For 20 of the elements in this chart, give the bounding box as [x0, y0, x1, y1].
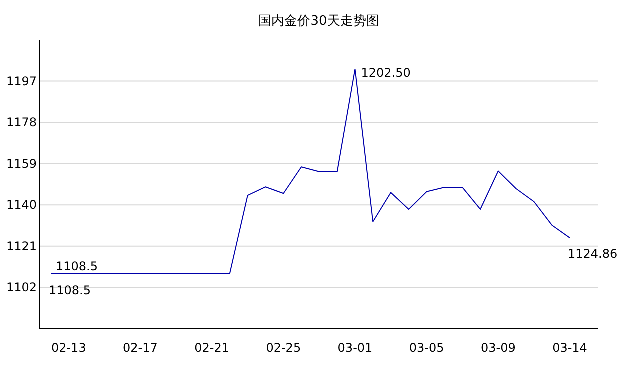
x-tick-label: 02-21	[194, 341, 230, 355]
data-label: 1108.5	[56, 260, 98, 274]
y-tick-label: 1140	[6, 198, 37, 212]
x-tick-label: 02-13	[51, 341, 86, 355]
x-tick-label: 03-05	[409, 341, 444, 355]
x-tick-label: 02-17	[123, 341, 158, 355]
x-tick-label: 03-01	[338, 341, 373, 355]
chart-title: 国内金价30天走势图	[258, 14, 380, 29]
y-tick-label: 1159	[6, 156, 37, 171]
y-tick-label: 1121	[6, 239, 37, 254]
y-tick-label: 1102	[6, 280, 37, 295]
y-tick-label: 1197	[6, 74, 37, 88]
x-tick-label: 03-14	[552, 341, 588, 355]
data-label: 1124.86	[568, 247, 618, 262]
x-tick-label: 03-09	[480, 341, 516, 355]
x-tick-label: 02-25	[266, 341, 302, 355]
line-series	[50, 68, 570, 274]
y-tick-label: 1178	[6, 116, 37, 130]
data-label: 1202.50	[361, 66, 411, 80]
annotation: 1108.5	[49, 284, 91, 298]
